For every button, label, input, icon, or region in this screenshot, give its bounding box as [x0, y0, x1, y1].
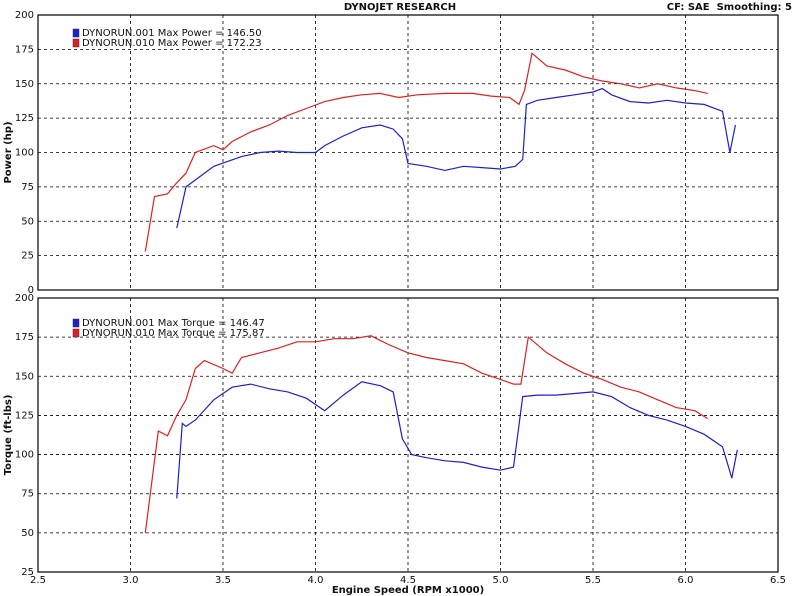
- settings-label: CF: SAE Smoothing: 5: [667, 2, 792, 13]
- data-line: [144, 52, 708, 252]
- legend-label: DYNORUN.001 Max Torque = 146.47: [82, 318, 265, 329]
- x-tick-label: 5.0: [493, 575, 509, 586]
- y-tick-label: 50: [21, 216, 34, 227]
- chart-title: DYNOJET RESEARCH: [344, 2, 456, 13]
- y-tick-label: 200: [15, 293, 34, 304]
- y-tick-label: 75: [21, 489, 34, 500]
- x-tick-label: 6.5: [770, 575, 786, 586]
- y-tick-label: 25: [21, 567, 34, 578]
- legend-label: DYNORUN.010 Max Power = 172.23: [82, 38, 262, 49]
- legend-swatch: [72, 38, 80, 48]
- y-tick-label: 175: [15, 44, 34, 55]
- y-tick-label: 175: [15, 332, 34, 343]
- x-tick-label: 6.0: [678, 575, 694, 586]
- plot-frame: [37, 297, 779, 573]
- legend-swatch: [72, 328, 80, 338]
- x-tick-label: 3.5: [215, 575, 231, 586]
- y-tick-label: 150: [15, 371, 34, 382]
- legend-swatch: [72, 318, 80, 328]
- y-tick-label: 25: [21, 251, 34, 262]
- data-line: [144, 335, 709, 533]
- y-tick-label: 50: [21, 528, 34, 539]
- y-tick-label: 200: [15, 10, 34, 21]
- data-line: [176, 381, 738, 499]
- y-tick-label: 125: [15, 410, 34, 421]
- plot-frame: [37, 14, 779, 291]
- y-tick-label: 125: [15, 113, 34, 124]
- x-tick-label: 4.5: [400, 575, 416, 586]
- legend-label: DYNORUN.001 Max Power = 146.50: [82, 28, 262, 39]
- y-tick-label: 0: [28, 285, 34, 296]
- legend-label: DYNORUN.010 Max Torque = 175.87: [82, 328, 265, 339]
- x-tick-label: 5.5: [585, 575, 601, 586]
- y-tick-label: 100: [15, 450, 34, 461]
- x-tick-label: 4.0: [308, 575, 324, 586]
- x-tick-label: 2.5: [30, 575, 46, 586]
- legend-swatch: [72, 28, 80, 38]
- x-tick-label: 3.0: [123, 575, 139, 586]
- y-tick-label: 150: [15, 79, 34, 90]
- y-axis-label: Power (hp): [3, 121, 14, 183]
- y-tick-label: 100: [15, 148, 34, 159]
- data-line: [176, 87, 736, 229]
- y-tick-label: 75: [21, 182, 34, 193]
- y-axis-label: Torque (ft-lbs): [3, 395, 14, 476]
- x-axis-label: Engine Speed (RPM x1000): [332, 585, 484, 596]
